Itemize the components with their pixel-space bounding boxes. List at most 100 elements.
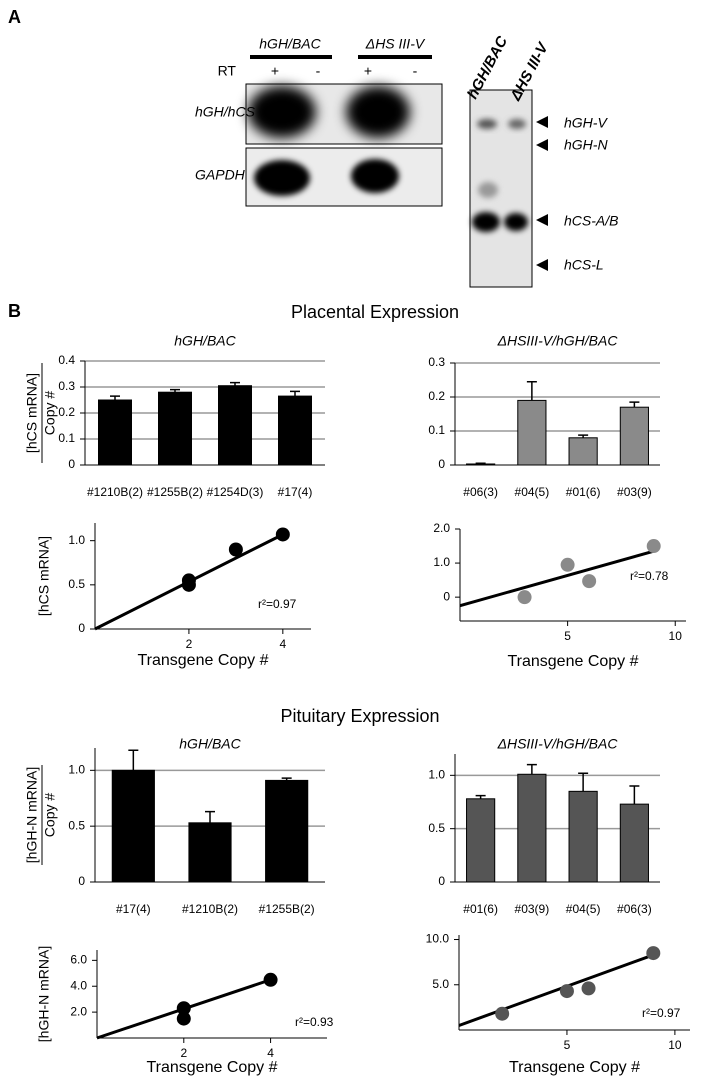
x-tick-label: #03(9) bbox=[515, 902, 550, 916]
bar bbox=[517, 773, 547, 883]
x-tick-label: 10 bbox=[668, 1038, 682, 1052]
point bbox=[581, 981, 596, 996]
y-tick-label: 0.2 bbox=[428, 389, 445, 403]
bar bbox=[619, 803, 649, 883]
chart-title: ΔHSIII-V/hGH/BAC bbox=[497, 736, 619, 752]
panel-label: A bbox=[8, 7, 21, 27]
y-axis-label: Copy # bbox=[42, 793, 58, 838]
x-tick-label: #06(3) bbox=[463, 485, 498, 499]
error-bar bbox=[205, 810, 215, 823]
y-tick-label: 0 bbox=[68, 457, 75, 471]
x-axis-label: Transgene Copy # bbox=[146, 1059, 277, 1076]
section-title: Placental Expression bbox=[291, 302, 459, 322]
y-tick-label: 1.0 bbox=[68, 533, 85, 547]
x-tick-label: #03(9) bbox=[617, 485, 652, 499]
error-bar bbox=[281, 777, 292, 781]
y-axis-label: [hGH-N mRNA] bbox=[24, 767, 40, 863]
y-tick-label: 0.1 bbox=[428, 423, 445, 437]
x-tick-label: 2 bbox=[180, 1046, 187, 1060]
x-tick-label: #1210B(2) bbox=[182, 902, 238, 916]
x-tick-label: 4 bbox=[279, 637, 286, 651]
point bbox=[646, 946, 661, 961]
x-tick-label: 4 bbox=[267, 1046, 274, 1060]
band-label: hGH-N bbox=[564, 137, 608, 153]
panel-label: B bbox=[8, 301, 21, 321]
trend-line bbox=[458, 953, 654, 1027]
x-tick-label: #1210B(2) bbox=[87, 485, 143, 499]
rt-sign: + bbox=[364, 63, 372, 79]
bar bbox=[158, 391, 192, 466]
point bbox=[228, 542, 243, 557]
annotation: r²=0.97 bbox=[258, 597, 297, 611]
band-label: hCS-A/B bbox=[564, 213, 618, 229]
lane-header: hGH/BAC bbox=[259, 36, 321, 52]
x-axis-label: Transgene Copy # bbox=[507, 653, 638, 670]
y-tick-label: 4.0 bbox=[70, 978, 87, 992]
point bbox=[263, 972, 278, 987]
x-tick-label: #1255B(2) bbox=[147, 485, 203, 499]
bar bbox=[466, 798, 496, 883]
band-arrows bbox=[536, 116, 548, 271]
error-bar bbox=[526, 380, 537, 401]
y-tick-label: 1.0 bbox=[68, 763, 85, 777]
x-tick-label: #06(3) bbox=[617, 902, 652, 916]
y-tick-label: 6.0 bbox=[70, 953, 87, 967]
error-bar bbox=[475, 794, 486, 799]
x-tick-label: #04(5) bbox=[566, 902, 601, 916]
error-bar bbox=[629, 401, 640, 408]
gel-1 bbox=[245, 83, 443, 207]
point bbox=[559, 984, 574, 999]
y-tick-label: 0.5 bbox=[68, 577, 85, 591]
y-tick-label: 0.3 bbox=[428, 355, 445, 369]
y-tick-label: 2.0 bbox=[433, 521, 450, 535]
bar bbox=[619, 406, 649, 466]
chart-title: ΔHSIII-V/hGH/BAC bbox=[497, 333, 619, 349]
y-tick-label: 0.1 bbox=[58, 431, 75, 445]
bar bbox=[568, 790, 598, 883]
x-axis-label: Transgene Copy # bbox=[137, 652, 268, 669]
gel-2 bbox=[469, 89, 533, 288]
error-bar bbox=[170, 388, 180, 393]
error-bar bbox=[629, 785, 640, 805]
y-axis-label: [hCS mRNA] bbox=[36, 536, 52, 616]
y-axis-label: [hCS mRNA] bbox=[24, 373, 40, 453]
y-tick-label: 0.5 bbox=[68, 818, 85, 832]
rt-label: RT bbox=[218, 63, 237, 79]
y-tick-label: 2.0 bbox=[70, 1004, 87, 1018]
row-label: hGH/hCS bbox=[195, 104, 256, 120]
x-tick-label: #01(6) bbox=[566, 485, 601, 499]
x-tick-label: 5 bbox=[564, 629, 571, 643]
y-tick-label: 5.0 bbox=[432, 977, 449, 991]
error-bar bbox=[230, 381, 240, 386]
y-tick-label: 1.0 bbox=[428, 768, 445, 782]
y-tick-label: 0 bbox=[78, 874, 85, 888]
y-tick-label: 0.3 bbox=[58, 379, 75, 393]
rt-sign: - bbox=[413, 63, 418, 79]
x-tick-label: #1255B(2) bbox=[259, 902, 315, 916]
error-bar bbox=[128, 749, 139, 771]
bar bbox=[517, 399, 547, 466]
point bbox=[517, 590, 532, 605]
x-tick-label: #04(5) bbox=[515, 485, 550, 499]
bar bbox=[265, 779, 309, 883]
y-tick-label: 0 bbox=[438, 874, 445, 888]
bar bbox=[98, 399, 132, 466]
x-tick-label: #1254D(3) bbox=[207, 485, 264, 499]
rt-sign: + bbox=[271, 63, 279, 79]
chart-title: hGH/BAC bbox=[174, 333, 236, 349]
section-title: Pituitary Expression bbox=[280, 706, 439, 726]
bar bbox=[278, 395, 312, 466]
band-label: hGH-V bbox=[564, 115, 608, 131]
y-tick-label: 0 bbox=[78, 621, 85, 635]
y-axis-label: [hGH-N mRNA] bbox=[36, 946, 52, 1042]
point bbox=[495, 1006, 510, 1021]
point bbox=[176, 1011, 191, 1026]
rt-sign: - bbox=[316, 63, 321, 79]
y-axis-label: Copy # bbox=[42, 391, 58, 436]
y-tick-label: 0.2 bbox=[58, 405, 75, 419]
error-bar bbox=[578, 772, 589, 792]
bar bbox=[111, 769, 155, 883]
x-tick-label: 2 bbox=[186, 637, 193, 651]
bar bbox=[218, 385, 252, 466]
